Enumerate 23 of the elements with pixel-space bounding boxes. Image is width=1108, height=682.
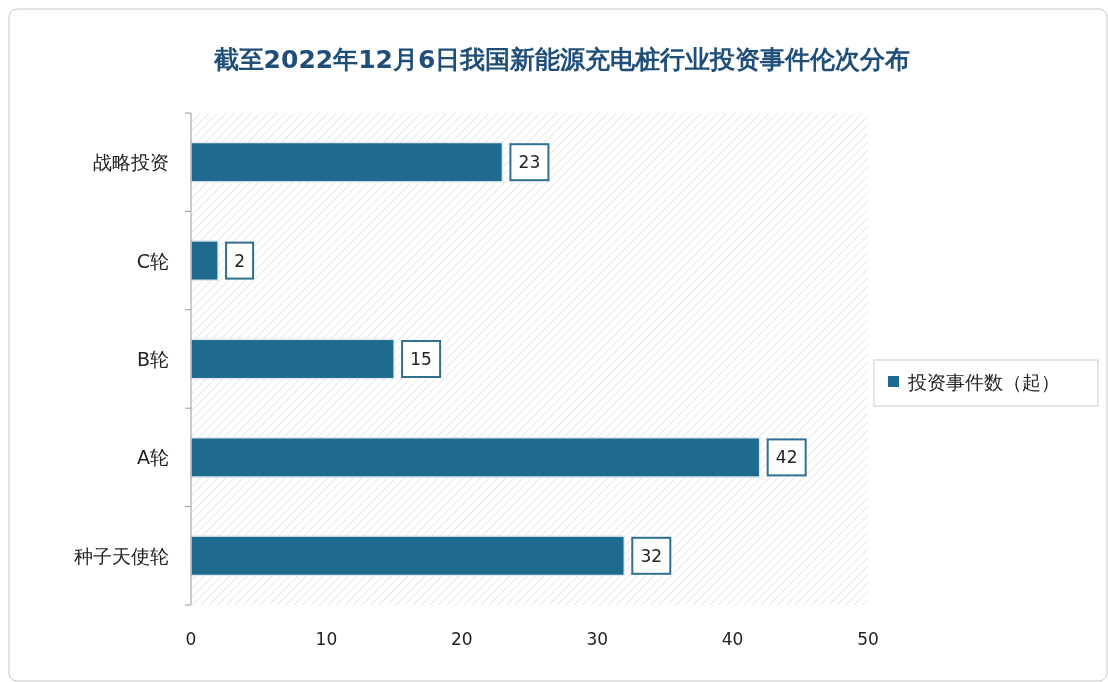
- bar: [190, 535, 626, 577]
- y-tick-label: A轮: [137, 446, 169, 469]
- y-tick-label: 战略投资: [93, 151, 169, 174]
- x-tick-label: 20: [450, 629, 473, 649]
- data-label: 15: [410, 349, 432, 369]
- x-tick-label: 0: [185, 629, 197, 649]
- data-label: 23: [518, 152, 541, 173]
- x-tick-label: 50: [857, 629, 879, 649]
- bar: [190, 436, 761, 478]
- bar: [190, 141, 504, 183]
- y-tick-label: B轮: [136, 348, 169, 370]
- data-label: 2: [234, 250, 245, 271]
- bar: [190, 338, 395, 380]
- x-tick-label: 30: [586, 629, 609, 649]
- chart-title: 截至2022年12月6日我国新能源充电桩行业投资事件伦次分布: [212, 45, 911, 74]
- y-tick-label: 种子天使轮: [74, 544, 169, 567]
- data-label: 32: [640, 545, 663, 566]
- legend-label: 投资事件数（起）: [907, 371, 1060, 393]
- y-tick-label: C轮: [136, 249, 169, 272]
- bar: [190, 240, 219, 282]
- data-label: 42: [775, 447, 798, 468]
- x-tick-label: 10: [315, 629, 338, 649]
- x-tick-label: 40: [721, 629, 744, 649]
